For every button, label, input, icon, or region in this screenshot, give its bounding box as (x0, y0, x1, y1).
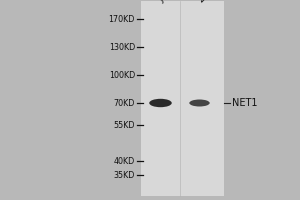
Text: Jurkat: Jurkat (157, 0, 181, 4)
Text: 70KD: 70KD (114, 98, 135, 108)
Ellipse shape (149, 99, 172, 107)
Bar (141, 1, 224, 196)
Text: 100KD: 100KD (109, 71, 135, 79)
Ellipse shape (189, 99, 210, 106)
Text: 130KD: 130KD (109, 43, 135, 51)
Text: 293T: 293T (196, 0, 218, 4)
Text: 35KD: 35KD (114, 170, 135, 180)
Text: 40KD: 40KD (114, 156, 135, 166)
Text: 170KD: 170KD (109, 15, 135, 23)
Text: NET1: NET1 (232, 98, 257, 108)
Text: 55KD: 55KD (113, 120, 135, 130)
